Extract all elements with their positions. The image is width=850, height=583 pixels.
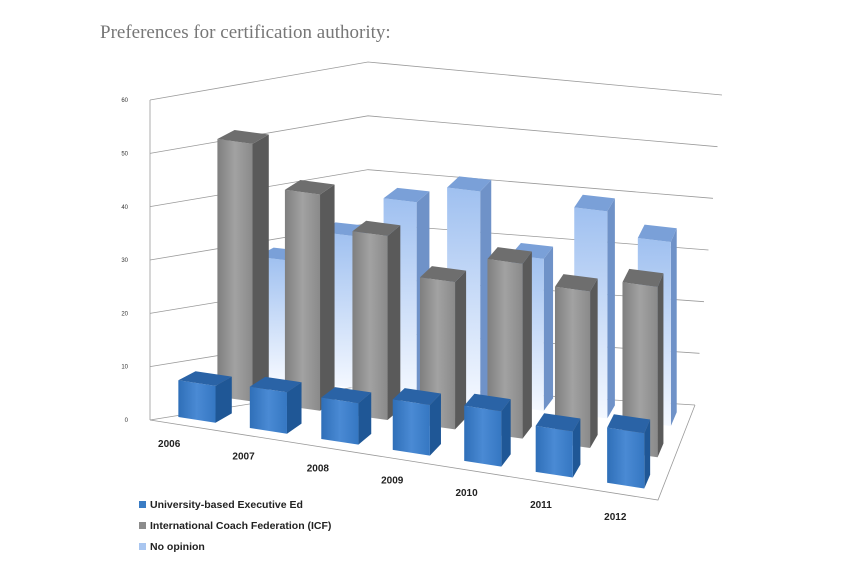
- bar-top: [419, 266, 467, 283]
- bar-side: [670, 228, 677, 426]
- bar-front: [392, 399, 430, 456]
- y-tick-label: 10: [121, 365, 128, 371]
- x-tick-label: 2012: [604, 512, 627, 523]
- bar-university-based-executive-ed-2011: [535, 413, 581, 478]
- legend-label: International Coach Federation (ICF): [150, 520, 331, 532]
- legend-label: No opinion: [150, 541, 205, 553]
- x-tick-label: 2009: [381, 476, 404, 487]
- bar-side: [644, 419, 651, 489]
- y-tick-label: 60: [121, 98, 128, 104]
- bar-top: [383, 187, 430, 203]
- bar-top: [487, 247, 532, 264]
- x-tick-label: 2008: [307, 463, 330, 474]
- bar-top: [352, 220, 401, 237]
- bar-top: [284, 180, 335, 195]
- bar-side: [387, 225, 401, 421]
- gridline: [149, 61, 723, 101]
- bar-international-coach-federation-icf--2007: [284, 180, 335, 411]
- bar-side: [455, 270, 467, 430]
- x-tick-label: 2011: [530, 500, 552, 511]
- legend-swatch: [139, 501, 146, 508]
- x-tick-label: 2007: [232, 451, 255, 462]
- bar-university-based-executive-ed-2007: [249, 376, 302, 434]
- bar-side: [501, 399, 511, 467]
- bar-international-coach-federation-icf--2009: [419, 266, 467, 430]
- bar-top: [178, 371, 232, 386]
- bar-university-based-executive-ed-2012: [607, 414, 651, 489]
- bar-international-coach-federation-icf--2012: [622, 268, 664, 458]
- bar-university-based-executive-ed-2010: [464, 393, 511, 467]
- x-tick-label: 2006: [158, 439, 181, 450]
- bar-side: [429, 393, 441, 456]
- bar-side: [590, 278, 598, 448]
- bar-side: [607, 198, 615, 419]
- bar-top: [392, 388, 441, 406]
- bar-front: [178, 380, 216, 423]
- bar-top: [447, 176, 492, 192]
- legend-item: No opinion: [139, 541, 205, 553]
- floor-edge: [149, 404, 696, 501]
- bar-front: [622, 282, 658, 458]
- page-title: Preferences for certification authority:: [100, 22, 391, 43]
- bar-side: [358, 392, 372, 445]
- bar-side: [252, 134, 269, 402]
- bar-front: [321, 397, 359, 445]
- bar-side: [543, 246, 554, 411]
- bar-front: [607, 427, 645, 489]
- bar-top: [464, 393, 511, 412]
- bar-side: [572, 418, 581, 478]
- bar-front: [419, 277, 456, 430]
- bar-top: [574, 194, 615, 212]
- legend-swatch: [139, 522, 146, 529]
- bar-side: [215, 376, 232, 423]
- bar-top: [637, 224, 677, 242]
- bar-top: [535, 413, 581, 432]
- bar-front: [249, 386, 287, 434]
- bar-university-based-executive-ed-2008: [321, 387, 372, 445]
- legend-label: University-based Executive Ed: [150, 499, 303, 511]
- y-tick-label: 50: [121, 152, 128, 158]
- bar-side: [286, 382, 302, 434]
- bar-front: [284, 189, 321, 411]
- y-tick-label: 30: [121, 258, 128, 264]
- bar-top: [249, 376, 302, 393]
- bar-side: [522, 251, 532, 439]
- bar-front: [217, 139, 253, 402]
- bar-front: [554, 286, 591, 448]
- x-tick-label: 2010: [455, 488, 478, 499]
- y-tick-label: 0: [125, 418, 129, 424]
- bar-side: [657, 273, 664, 458]
- bar-top: [607, 414, 651, 434]
- bar-front: [352, 231, 388, 421]
- bar-front: [487, 259, 523, 439]
- bar-top: [217, 130, 269, 144]
- bar-front: [535, 425, 573, 478]
- bar-front: [464, 405, 502, 467]
- bar-international-coach-federation-icf--2010: [487, 247, 532, 439]
- legend-item: University-based Executive Ed: [139, 499, 303, 511]
- bar-international-coach-federation-icf--2008: [352, 220, 401, 421]
- legend-item: International Coach Federation (ICF): [139, 520, 331, 532]
- bar-international-coach-federation-icf--2011: [554, 274, 598, 448]
- bar-international-coach-federation-icf--2006: [217, 130, 269, 402]
- bar-university-based-executive-ed-2006: [178, 371, 232, 423]
- legend-swatch: [139, 543, 146, 550]
- bar-top: [321, 387, 372, 404]
- bar-university-based-executive-ed-2009: [392, 388, 441, 456]
- y-tick-label: 40: [121, 205, 128, 211]
- bar-side: [320, 184, 335, 411]
- bar-top: [622, 268, 664, 288]
- bar-top: [554, 274, 598, 292]
- y-tick-label: 20: [121, 311, 128, 317]
